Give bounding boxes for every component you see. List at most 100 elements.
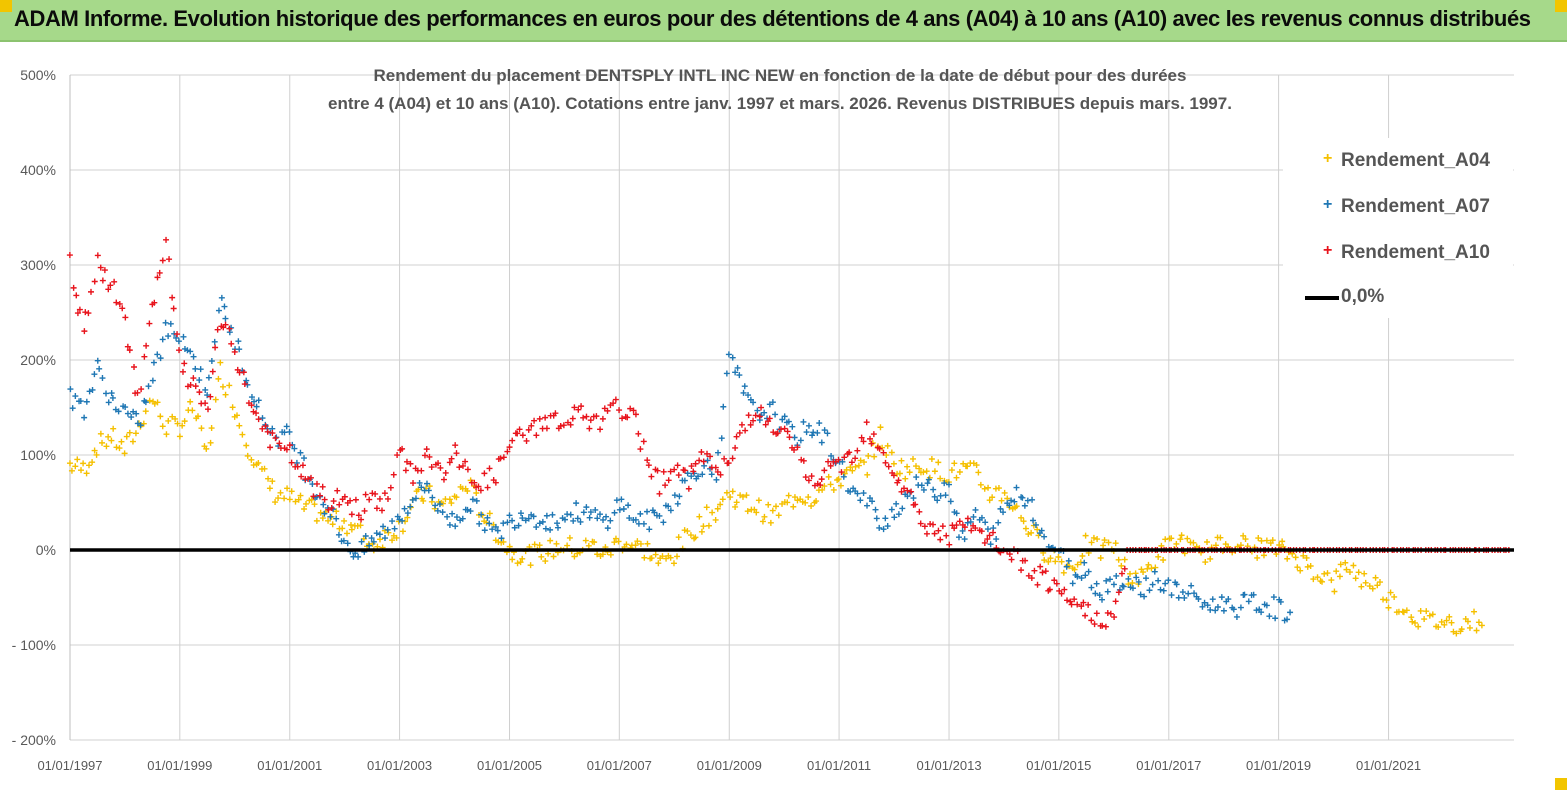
data-point — [1006, 502, 1013, 509]
data-point — [236, 346, 243, 353]
data-point — [890, 460, 897, 467]
data-point — [277, 489, 284, 496]
data-point — [1082, 532, 1089, 539]
data-point — [421, 452, 428, 459]
data-point — [159, 336, 166, 343]
data-point — [525, 426, 532, 433]
data-point — [1478, 622, 1485, 629]
data-point — [1065, 557, 1072, 564]
data-point — [190, 353, 197, 360]
data-point — [1006, 551, 1013, 558]
data-point — [626, 515, 633, 522]
data-point — [1343, 566, 1350, 573]
data-point — [888, 506, 895, 513]
data-point — [696, 457, 703, 464]
data-point — [358, 516, 365, 523]
data-point — [684, 470, 691, 477]
data-point — [821, 483, 828, 490]
data-point — [1115, 556, 1122, 563]
data-point — [906, 469, 913, 476]
data-point — [292, 498, 299, 505]
data-point — [841, 454, 848, 461]
data-point — [772, 503, 779, 510]
data-point — [1120, 583, 1127, 590]
data-point — [459, 515, 466, 522]
data-point — [667, 554, 674, 561]
data-point — [1350, 562, 1357, 569]
data-point — [366, 542, 373, 549]
data-point — [74, 456, 81, 463]
data-point — [941, 480, 948, 487]
data-point — [732, 503, 739, 510]
data-point — [685, 485, 692, 492]
data-point — [464, 466, 471, 473]
data-point — [1448, 619, 1455, 626]
data-point — [243, 377, 250, 384]
data-point — [69, 405, 76, 412]
data-point — [281, 429, 288, 436]
data-point — [516, 426, 523, 433]
data-point — [452, 523, 459, 530]
data-point — [586, 514, 593, 521]
data-point — [1096, 592, 1103, 599]
data-point — [1162, 580, 1169, 587]
data-point — [78, 467, 85, 474]
data-point — [301, 506, 308, 513]
data-point — [1374, 582, 1381, 589]
data-point — [381, 527, 388, 534]
data-point — [993, 536, 1000, 543]
data-point — [1184, 535, 1191, 542]
data-point — [745, 392, 752, 399]
data-point — [1099, 622, 1106, 629]
data-point — [1195, 596, 1202, 603]
data-point — [313, 480, 320, 487]
data-point — [519, 432, 526, 439]
data-point — [692, 534, 699, 541]
data-point — [729, 354, 736, 361]
data-point — [464, 487, 471, 494]
data-point — [1218, 594, 1225, 601]
data-point — [1258, 537, 1265, 544]
data-point — [985, 484, 992, 491]
data-point — [937, 475, 944, 482]
data-point — [607, 551, 614, 558]
data-point — [184, 347, 191, 354]
data-point — [867, 435, 874, 442]
data-point — [382, 535, 389, 542]
data-point — [327, 513, 334, 520]
data-point — [725, 351, 732, 358]
data-point — [972, 525, 979, 532]
data-point — [902, 475, 909, 482]
data-point — [176, 347, 183, 354]
data-point — [1304, 563, 1311, 570]
data-point — [866, 495, 873, 502]
data-point — [1155, 553, 1162, 560]
data-point — [138, 386, 145, 393]
data-point — [542, 558, 549, 565]
data-point — [500, 538, 507, 545]
data-point — [567, 511, 574, 518]
data-point — [691, 535, 698, 542]
data-point — [828, 452, 835, 459]
data-point — [1118, 570, 1125, 577]
data-point — [920, 469, 927, 476]
data-point — [864, 502, 871, 509]
data-point — [893, 500, 900, 507]
data-point — [925, 476, 932, 483]
data-point — [504, 519, 511, 526]
data-point — [1383, 597, 1390, 604]
data-point — [504, 448, 511, 455]
data-point — [656, 490, 663, 497]
data-point — [759, 518, 766, 525]
data-point — [1429, 611, 1436, 618]
data-point — [241, 381, 248, 388]
data-point — [789, 423, 796, 430]
data-point — [821, 467, 828, 474]
data-point — [1094, 536, 1101, 543]
chart-title-line-2: entre 4 (A04) et 10 ans (A10). Cotations… — [328, 94, 1232, 113]
data-point — [484, 484, 491, 491]
data-point — [108, 437, 115, 444]
data-point — [660, 468, 667, 475]
data-point — [700, 523, 707, 530]
data-point — [943, 532, 950, 539]
